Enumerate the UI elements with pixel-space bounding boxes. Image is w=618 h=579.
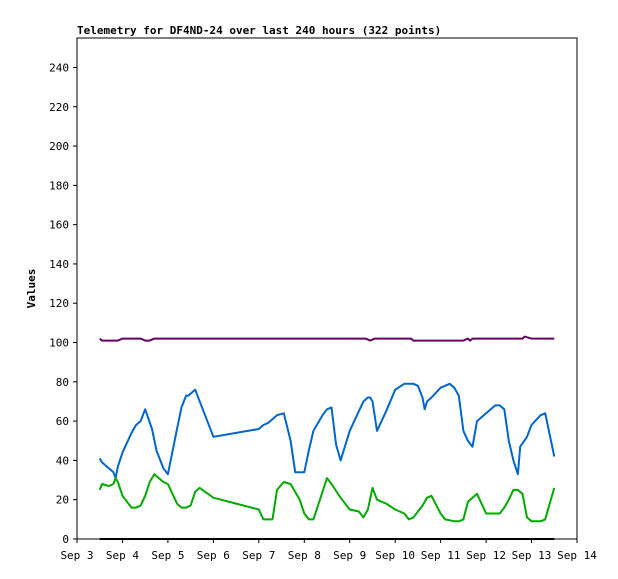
x-tick-label: Sep 5 (151, 549, 184, 562)
x-tick-label: Sep 8 (288, 549, 321, 562)
axis-ticks: 0 20 40 60 80 100 120 140 160 180 200 220 240 Sep 3 Se… (49, 61, 597, 562)
series-line-3 (98, 473, 556, 523)
series-line-1 (99, 335, 555, 342)
plot-frame (76, 37, 578, 540)
plot-area (76, 37, 578, 540)
x-tick-label: Sep 6 (197, 549, 230, 562)
y-tick-label: 160 (49, 219, 69, 232)
x-tick-label: Sep 13 (512, 549, 552, 562)
series-layer (98, 335, 556, 540)
y-tick-label: 240 (49, 61, 69, 74)
y-tick-label: 200 (49, 140, 69, 153)
y-tick-label: 40 (56, 454, 69, 467)
chart-title: Telemetry for DF4ND-24 over last 240 hou… (77, 24, 441, 37)
x-tick-label: Sep 9 (333, 549, 366, 562)
y-tick-label: 0 (62, 533, 69, 546)
x-tick-label: Sep 7 (242, 549, 275, 562)
x-tick-label: Sep 11 (421, 549, 461, 562)
x-tick-label: Sep 3 (60, 549, 93, 562)
y-tick-label: 220 (49, 101, 69, 114)
y-tick-label: 120 (49, 297, 69, 310)
y-tick-label: 80 (56, 376, 69, 389)
y-tick-label: 20 (56, 494, 69, 507)
y-tick-label: 140 (49, 258, 69, 271)
y-tick-label: 100 (49, 337, 69, 350)
y-tick-label: 180 (49, 179, 69, 192)
y-axis-label: Values (25, 269, 38, 309)
x-tick-label: Sep 14 (557, 549, 597, 562)
x-tick-label: Sep 4 (106, 549, 139, 562)
series-line-2 (98, 382, 556, 480)
x-tick-label: Sep 12 (466, 549, 506, 562)
x-tick-label: Sep 10 (375, 549, 415, 562)
y-tick-label: 60 (56, 415, 69, 428)
